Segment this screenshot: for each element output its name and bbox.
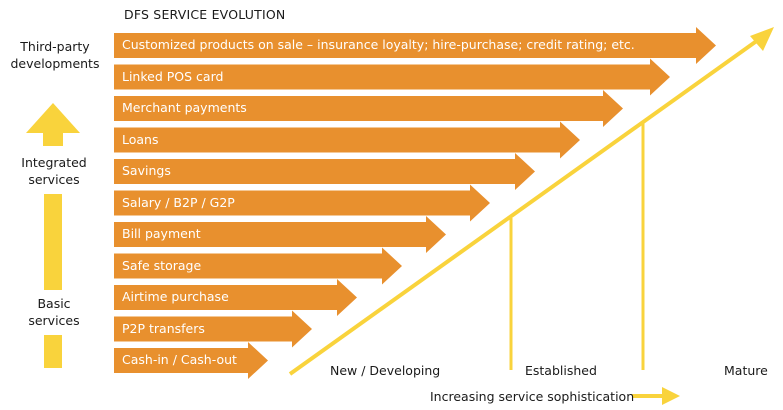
diagram-title: DFS SERVICE EVOLUTION <box>124 7 286 22</box>
service-bar-10 <box>114 310 312 348</box>
vertical-progression-arrow <box>26 103 80 368</box>
third-party-label-text: Third-party developments <box>10 39 100 71</box>
service-bar-11 <box>114 342 268 379</box>
integrated-label-text: Integrated services <box>21 155 87 187</box>
horizontal-arrow-head <box>662 387 680 405</box>
integrated-services-label: Integrated services <box>14 154 94 188</box>
service-bar-2 <box>114 58 670 96</box>
third-party-developments-label: Third-party developments <box>10 38 100 72</box>
vertical-arrow-segment-middle <box>44 194 62 290</box>
horizontal-sophistication-arrow <box>632 387 680 405</box>
service-bar-7 <box>114 216 446 253</box>
stage-mature-label: Mature <box>724 363 768 378</box>
diagonal-arrow-head <box>750 27 774 51</box>
stage-new-developing-label: New / Developing <box>330 363 441 378</box>
service-bar-3 <box>114 90 623 127</box>
diagonal-arrow-line <box>288 38 760 376</box>
service-bar-5 <box>114 153 535 190</box>
service-bar-6 <box>114 184 490 222</box>
service-bars <box>114 27 716 379</box>
basic-services-label: Basic services <box>14 295 94 329</box>
service-bar-4 <box>114 121 580 159</box>
stage-established-label: Established <box>525 363 597 378</box>
service-bar-8 <box>114 247 402 285</box>
vertical-arrow-segment-bottom <box>44 335 62 368</box>
basic-label-text: Basic services <box>28 296 80 328</box>
x-axis-label: Increasing service sophistication <box>430 389 635 404</box>
vertical-arrow-head <box>26 103 80 146</box>
diagonal-sophistication-arrow <box>288 27 774 376</box>
service-bar-1 <box>114 27 716 64</box>
service-bar-9 <box>114 279 357 316</box>
